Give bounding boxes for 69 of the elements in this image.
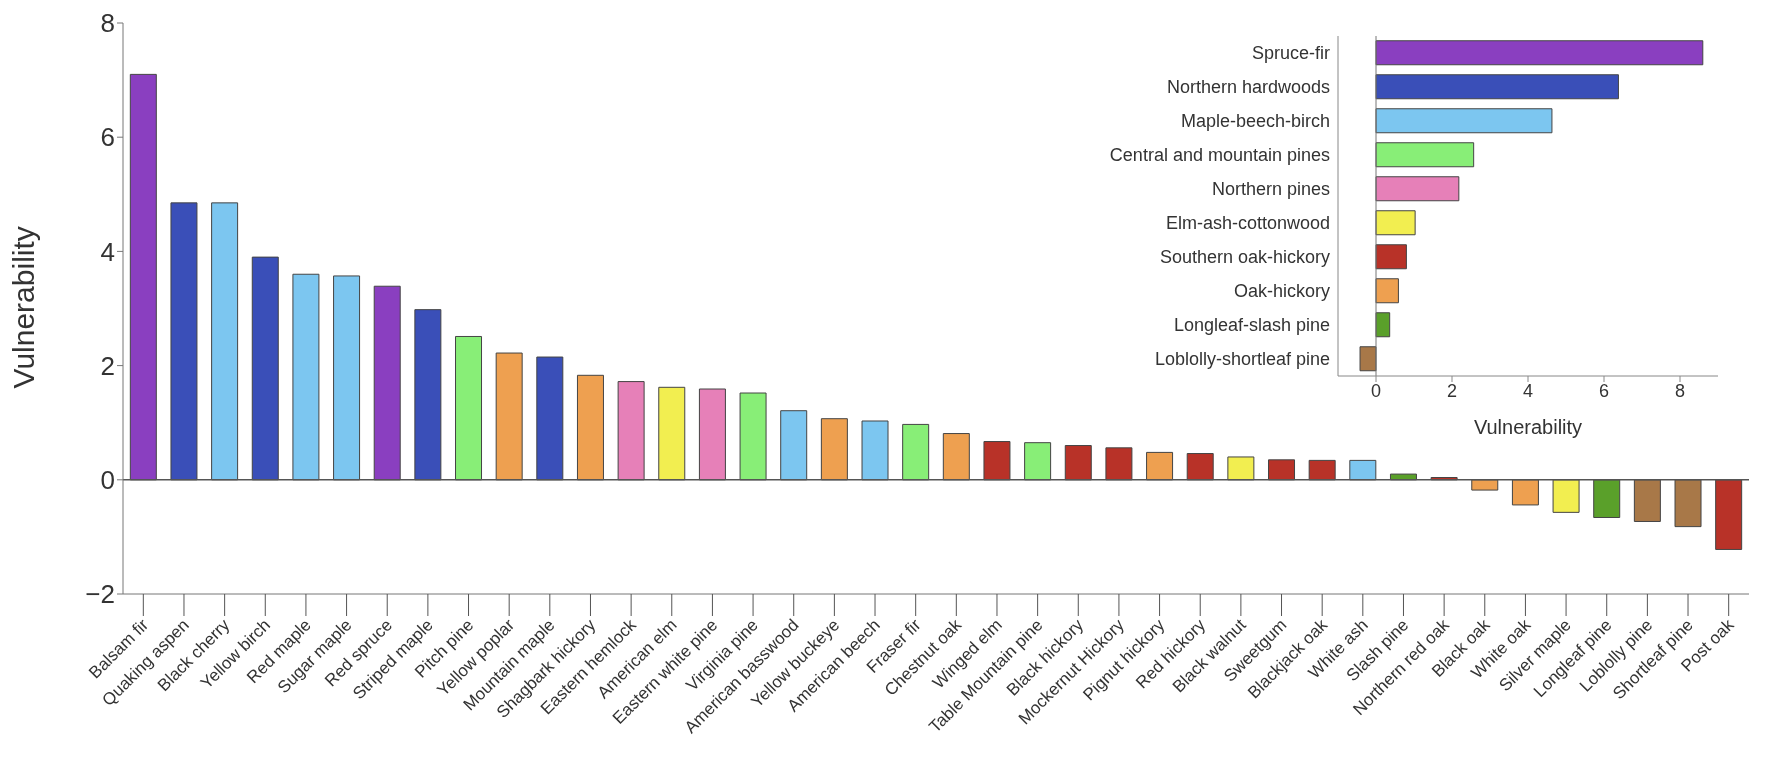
x-tick-label: 6 <box>1598 380 1610 401</box>
y-tick-label: Elm-ash-cottonwood <box>1165 213 1330 234</box>
x-tick-label: 8 <box>1674 380 1686 401</box>
bar <box>1146 451 1174 481</box>
bar <box>455 335 483 481</box>
bar <box>129 73 157 481</box>
y-tick-label: 8 <box>100 8 115 39</box>
bar <box>536 356 564 481</box>
bar <box>1375 244 1407 270</box>
bar <box>1375 108 1553 134</box>
bar <box>292 273 320 481</box>
bar <box>1359 346 1377 372</box>
bar <box>1308 459 1336 481</box>
y-tick-label: Northern hardwoods <box>1166 77 1330 98</box>
bar <box>1349 459 1377 481</box>
y-tick-label: 6 <box>100 122 115 153</box>
y-tick-label: 2 <box>100 350 115 381</box>
bar <box>1511 479 1539 506</box>
y-tick-label: −2 <box>85 579 115 610</box>
y-tick-label: Loblolly-shortleaf pine <box>1154 349 1330 370</box>
bar <box>1375 210 1416 236</box>
bar <box>1375 278 1399 304</box>
y-tick-label: Oak-hickory <box>1233 281 1330 302</box>
y-tick-label: 4 <box>100 236 115 267</box>
bar <box>251 256 279 481</box>
bar <box>1593 479 1621 518</box>
bar <box>902 423 930 481</box>
bar <box>170 202 198 481</box>
y-tick-label: Northern pines <box>1211 179 1330 200</box>
bar <box>942 433 970 481</box>
bar <box>1375 176 1460 202</box>
y-tick-label: Southern oak-hickory <box>1159 247 1330 268</box>
bar <box>1674 479 1702 528</box>
bar <box>861 420 889 481</box>
y-tick-label: 0 <box>100 465 115 496</box>
bar <box>983 441 1011 481</box>
bar <box>658 386 686 481</box>
bar <box>780 410 808 481</box>
bar <box>373 285 401 481</box>
bar <box>1105 447 1133 481</box>
bar <box>333 275 361 481</box>
y-tick-label: Central and mountain pines <box>1109 145 1330 166</box>
bar <box>576 374 604 481</box>
y-tick-label: Spruce-fir <box>1251 43 1330 64</box>
x-axis-title: Vulnerability <box>1473 416 1583 439</box>
bar <box>1064 445 1092 481</box>
bar <box>698 388 726 481</box>
bar <box>1375 142 1475 168</box>
bar <box>1375 40 1704 66</box>
bar <box>1715 479 1743 550</box>
bar <box>617 381 645 481</box>
bar <box>414 309 442 481</box>
y-axis-title: Vulnerability <box>6 226 40 389</box>
bar <box>820 418 848 481</box>
x-tick-label: 2 <box>1446 380 1458 401</box>
bar <box>1186 453 1214 481</box>
bar <box>1375 74 1619 100</box>
y-tick-label: Longleaf-slash pine <box>1173 315 1330 336</box>
bar <box>211 202 239 481</box>
bar <box>739 392 767 481</box>
y-tick-label: Maple-beech-birch <box>1180 111 1330 132</box>
bar <box>1552 479 1580 513</box>
bar <box>495 352 523 481</box>
bar <box>1633 479 1661 522</box>
x-tick-label: 4 <box>1522 380 1534 401</box>
bar <box>1024 442 1052 481</box>
x-tick-label: 0 <box>1370 380 1382 401</box>
bar <box>1268 459 1296 481</box>
bar <box>1227 456 1255 481</box>
